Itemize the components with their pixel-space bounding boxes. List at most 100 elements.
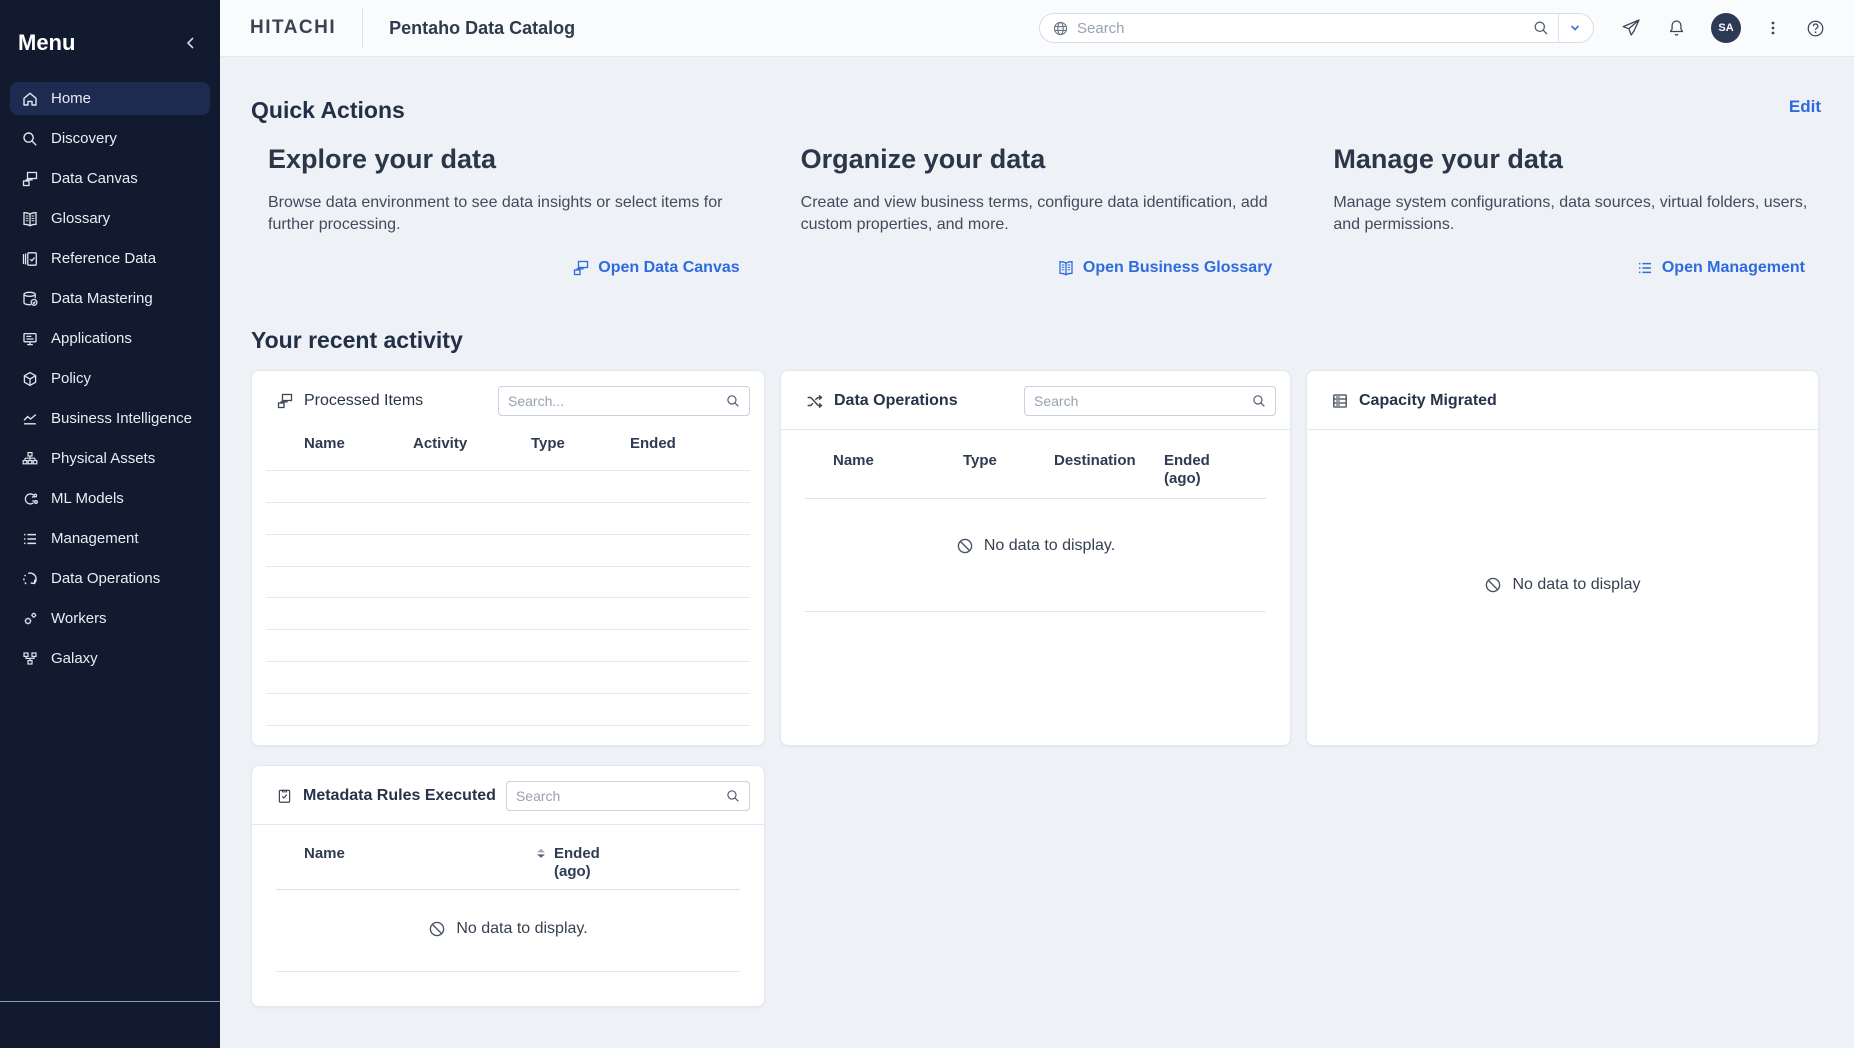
help-icon[interactable] [1805, 18, 1826, 39]
sidebar-item-label: Home [51, 90, 92, 107]
search-icon [21, 130, 39, 148]
quick-action-title: Organize your data [800, 144, 1046, 174]
management-icon [21, 530, 39, 548]
galaxy-icon [21, 650, 39, 668]
sidebar-item-label: Reference Data [51, 250, 157, 267]
table-header-divider [805, 498, 1266, 500]
table-header-divider [276, 889, 740, 891]
sidebar-item-galaxy[interactable]: Galaxy [10, 642, 210, 675]
shuffle-icon [805, 392, 824, 411]
open-business-glossary-link[interactable]: Open Business Glossary [1057, 259, 1272, 277]
sidebar-item-ml-models[interactable]: ML Models [10, 482, 210, 515]
empty-state: No data to display [1307, 576, 1818, 594]
quick-action-title: Manage your data [1333, 144, 1563, 174]
quick-action-explore: Explore your data Browse data environmen… [251, 144, 756, 277]
top-bar: HITACHI Pentaho Data Catalog SA [220, 0, 1854, 57]
home-icon [21, 90, 39, 108]
search-icon[interactable] [725, 393, 741, 409]
sidebar-item-data-mastering[interactable]: Data Mastering [10, 282, 210, 315]
main-content: Quick Actions Edit Explore your data Bro… [220, 57, 1854, 1048]
send-icon[interactable] [1620, 17, 1642, 39]
sidebar-item-workers[interactable]: Workers [10, 602, 210, 635]
ml-models-icon [21, 490, 39, 508]
processed-items-search-input[interactable] [508, 393, 719, 410]
physical-assets-icon [21, 450, 39, 468]
table-header: Name Type Destination Ended (ago) [833, 452, 1210, 488]
processed-items-icon [276, 392, 294, 410]
logo-divider [362, 8, 364, 48]
search-icon[interactable] [1251, 393, 1267, 409]
list-icon [1636, 259, 1654, 277]
applications-icon [21, 330, 39, 348]
data-operations-search [1024, 386, 1276, 417]
metadata-rules-search-input[interactable] [515, 788, 719, 805]
sidebar-item-policy[interactable]: Policy [10, 362, 210, 395]
clipboard-check-icon [276, 787, 293, 805]
quick-action-title: Explore your data [268, 144, 497, 174]
table-row [266, 629, 750, 661]
data-operations-search-input[interactable] [1034, 393, 1245, 410]
quick-action-organize: Organize your data Create and view busin… [784, 144, 1289, 277]
quick-actions-title: Quick Actions [251, 97, 405, 123]
policy-icon [21, 370, 39, 388]
notifications-bell-icon[interactable] [1666, 18, 1687, 39]
search-scope-chevron-down-icon[interactable] [1567, 20, 1583, 36]
glossary-icon [1057, 259, 1075, 277]
card-divider [781, 429, 1290, 431]
sidebar-item-business-intelligence[interactable]: Business Intelligence [10, 402, 210, 435]
open-management-link[interactable]: Open Management [1636, 259, 1805, 277]
table-row [266, 533, 750, 566]
table-row [266, 597, 750, 629]
table-row [266, 692, 750, 725]
table-row [266, 724, 750, 746]
capacity-migrated-icon [1331, 392, 1349, 410]
open-data-canvas-link[interactable]: Open Data Canvas [572, 259, 740, 277]
sidebar-nav: Home Discovery Data Canvas Glossary Refe [0, 82, 220, 675]
search-input[interactable] [1077, 19, 1524, 37]
card-title: Data Operations [834, 392, 958, 410]
collapse-sidebar-button[interactable] [184, 36, 198, 50]
search-icon[interactable] [725, 788, 741, 804]
sidebar-item-discovery[interactable]: Discovery [10, 122, 210, 155]
search-submit-icon[interactable] [1532, 19, 1550, 37]
sidebar-item-data-operations[interactable]: Data Operations [10, 562, 210, 595]
sidebar-item-label: Data Operations [51, 570, 161, 587]
card-divider [1307, 429, 1818, 431]
search-divider [1558, 14, 1559, 42]
app-title: Pentaho Data Catalog [389, 17, 576, 38]
empty-state: No data to display. [781, 537, 1290, 555]
sidebar-item-glossary[interactable]: Glossary [10, 202, 210, 235]
sidebar-item-label: Galaxy [51, 650, 98, 667]
sidebar-item-physical-assets[interactable]: Physical Assets [10, 442, 210, 475]
global-search [1039, 13, 1594, 43]
no-data-icon [428, 920, 446, 938]
table-header: Name Activity Type Ended [304, 435, 676, 453]
processed-items-search [498, 386, 750, 417]
no-data-icon [956, 537, 974, 555]
empty-table-rows [252, 470, 764, 746]
data-mastering-icon [21, 290, 39, 308]
glossary-icon [21, 210, 39, 228]
sidebar-item-management[interactable]: Management [10, 522, 210, 555]
quick-actions-grid: Explore your data Browse data environmen… [251, 144, 1821, 277]
avatar[interactable]: SA [1711, 13, 1741, 43]
data-operations-icon [21, 570, 39, 588]
edit-button[interactable]: Edit [1788, 97, 1821, 116]
sidebar-item-label: Workers [51, 610, 107, 627]
sidebar-item-label: Management [51, 530, 139, 547]
quick-action-description: Create and view business terms, configur… [800, 194, 1268, 233]
quick-action-description: Manage system configurations, data sourc… [1333, 194, 1808, 233]
sidebar-item-label: Business Intelligence [51, 410, 192, 427]
sidebar-item-applications[interactable]: Applications [10, 322, 210, 355]
sort-icon[interactable] [537, 849, 545, 881]
sidebar-item-home[interactable]: Home [10, 82, 210, 115]
metadata-rules-search [505, 781, 750, 812]
card-divider [805, 611, 1266, 613]
no-data-icon [1484, 576, 1502, 594]
table-row [266, 565, 750, 598]
kebab-menu-icon[interactable] [1765, 19, 1781, 37]
sidebar-item-reference-data[interactable]: Reference Data [10, 242, 210, 275]
card-divider [252, 824, 764, 826]
sidebar-item-data-canvas[interactable]: Data Canvas [10, 162, 210, 195]
metadata-rules-card: Metadata Rules Executed Name Ended(ago) [251, 765, 765, 1008]
